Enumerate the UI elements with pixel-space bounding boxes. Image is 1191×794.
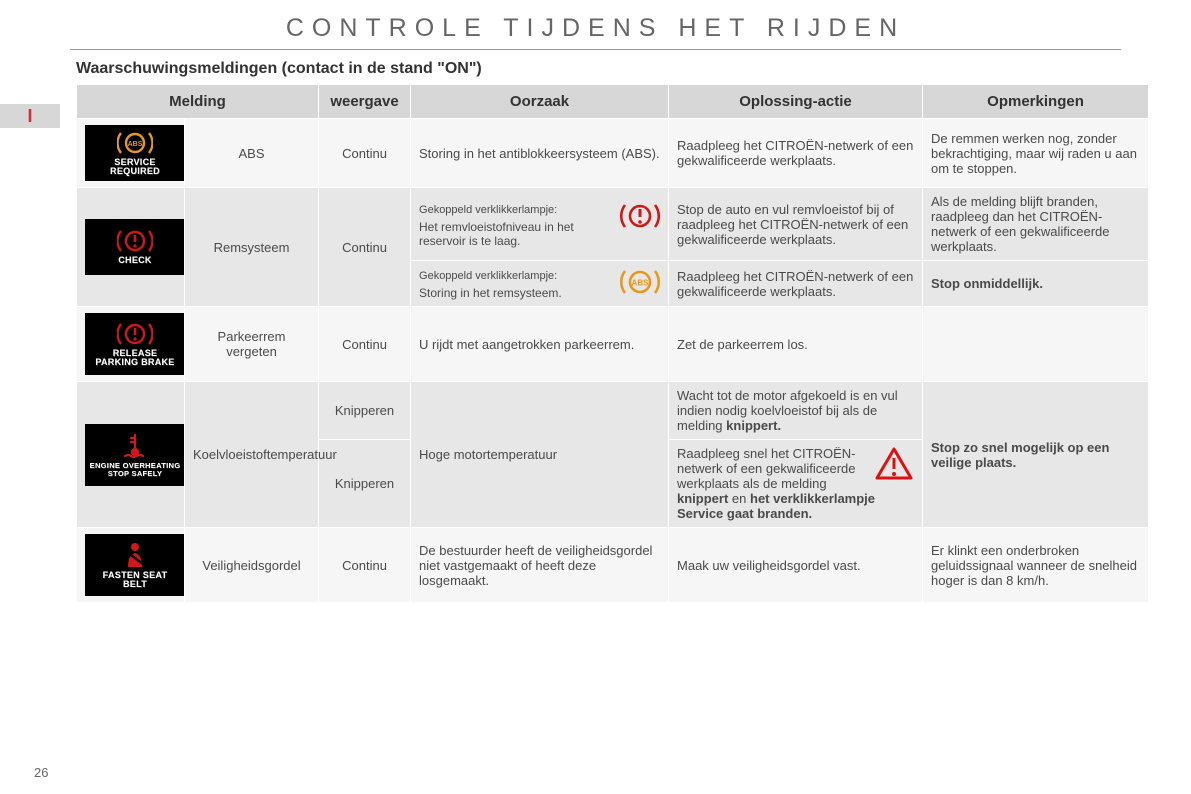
row-gordel: FASTEN SEATBELT Veiligheidsgordel Contin… xyxy=(77,528,1149,603)
divider xyxy=(70,49,1121,50)
rem-oorzaak1-label: Gekoppeld verklikkerlampje: xyxy=(419,204,557,216)
koel-opmerkingen: Stop zo snel mogelijk op een veilige pla… xyxy=(923,382,1149,528)
warning-table: Melding weergave Oorzaak Oplossing-actie… xyxy=(76,84,1149,603)
parkeer-oplossing: Zet de parkeerrem los. xyxy=(669,307,923,382)
parkeer-dash-icon: RELEASEPARKING BRAKE xyxy=(85,313,185,375)
rem-oorzaak-1: Gekoppeld verklikkerlampje: Het remvloei… xyxy=(411,188,669,261)
koel-icon-cell: ENGINE OVERHEATINGSTOP SAFELY xyxy=(77,382,185,528)
abs-oplossing: Raadpleeg het CITROËN-netwerk of een gek… xyxy=(669,119,923,188)
parkeer-icon-cell: RELEASEPARKING BRAKE xyxy=(77,307,185,382)
rem-weergave: Continu xyxy=(319,188,411,307)
abs-weergave: Continu xyxy=(319,119,411,188)
rem-icon-cell: CHECK xyxy=(77,188,185,307)
svg-text:ABS: ABS xyxy=(632,279,650,288)
koel-oplossing-1: Wacht tot de motor afgekoeld is en vul i… xyxy=(669,382,923,440)
koel-name: Koelvloeistoftemperatuur xyxy=(185,382,319,528)
abs-dash-icon: ABS SERVICEREQUIRED xyxy=(85,125,185,181)
warning-triangle-icon xyxy=(874,446,914,482)
svg-text:ABS: ABS xyxy=(128,141,143,148)
abs-oorzaak: Storing in het antiblokkeersysteem (ABS)… xyxy=(411,119,669,188)
row-koel-1: ENGINE OVERHEATINGSTOP SAFELY Koelvloeis… xyxy=(77,382,1149,440)
gordel-oplossing: Maak uw veiligheidsgordel vast. xyxy=(669,528,923,603)
page-title: CONTROLE TIJDENS HET RIJDEN xyxy=(0,0,1191,49)
koel-opl2-a: Raadpleeg snel het CITROËN-netwerk of ee… xyxy=(677,446,856,491)
rem-oplossing-1: Stop de auto en vul remvloeistof bij of … xyxy=(669,188,923,261)
koel-oorzaak: Hoge motortemperatuur xyxy=(411,382,669,528)
row-abs: ABS SERVICEREQUIRED ABS Continu Storing … xyxy=(77,119,1149,188)
rem-dash-icon: CHECK xyxy=(85,219,185,275)
abs-name: ABS xyxy=(185,119,319,188)
parkeer-name: Parkeerrem vergeten xyxy=(185,307,319,382)
brake-inline-icon xyxy=(620,201,660,231)
table-head-row: Melding weergave Oorzaak Oplossing-actie… xyxy=(77,85,1149,119)
gordel-icon-text: FASTEN SEATBELT xyxy=(103,571,168,590)
abs-icon-text: SERVICEREQUIRED xyxy=(110,158,160,177)
rem-oplossing-2: Raadpleeg het CITROËN-netwerk of een gek… xyxy=(669,261,923,307)
parkeer-opmerkingen xyxy=(923,307,1149,382)
koel-weergave-1: Knipperen xyxy=(319,382,411,440)
koel-icon-text: ENGINE OVERHEATINGSTOP SAFELY xyxy=(90,462,181,478)
row-rem-1: CHECK Remsysteem Continu xyxy=(77,188,1149,261)
parkeer-weergave: Continu xyxy=(319,307,411,382)
abs-icon-cell: ABS SERVICEREQUIRED xyxy=(77,119,185,188)
abs-icon: ABS xyxy=(117,130,153,156)
gordel-name: Veiligheidsgordel xyxy=(185,528,319,603)
koel-opl2-c: en xyxy=(728,491,750,506)
page-number: 26 xyxy=(34,765,48,780)
seatbelt-icon xyxy=(122,541,148,569)
koel-opl2-b: knippert xyxy=(677,491,728,506)
koel-opl1-a: Wacht tot de motor afgekoeld is en vul i… xyxy=(677,388,898,433)
parkeer-icon-text: RELEASEPARKING BRAKE xyxy=(95,349,174,368)
brake-warn-icon xyxy=(117,228,153,254)
rem-icon-text: CHECK xyxy=(118,256,152,265)
koel-dash-icon: ENGINE OVERHEATINGSTOP SAFELY xyxy=(85,424,185,486)
rem-oorzaak-2: ABS Gekoppeld verklikkerlampje: Storing … xyxy=(411,261,669,307)
th-oorzaak: Oorzaak xyxy=(411,85,669,119)
temperature-icon xyxy=(121,432,149,460)
koel-opl1-b: knippert. xyxy=(726,418,781,433)
section-tab: I xyxy=(0,104,60,128)
parkeer-oorzaak: U rijdt met aangetrokken parkeerrem. xyxy=(411,307,669,382)
abs-opmerkingen: De remmen werken nog, zonder bekrachtigi… xyxy=(923,119,1149,188)
rem-oorzaak2-label: Gekoppeld verklikkerlampje: xyxy=(419,270,557,282)
gordel-opmerkingen: Er klinkt een onderbroken geluidssignaal… xyxy=(923,528,1149,603)
abs-inline-icon: ABS xyxy=(620,267,660,297)
rem-opmerkingen-2: Stop onmiddellijk. xyxy=(923,261,1149,307)
th-weergave: weergave xyxy=(319,85,411,119)
section-subtitle: Waarschuwingsmeldingen (contact in de st… xyxy=(76,60,1191,78)
gordel-oorzaak: De bestuurder heeft de veiligheidsgordel… xyxy=(411,528,669,603)
gordel-icon-cell: FASTEN SEATBELT xyxy=(77,528,185,603)
th-melding: Melding xyxy=(77,85,319,119)
gordel-weergave: Continu xyxy=(319,528,411,603)
rem-opmerkingen-1: Als de melding blijft branden, raadpleeg… xyxy=(923,188,1149,261)
row-parkeer: RELEASEPARKING BRAKE Parkeerrem vergeten… xyxy=(77,307,1149,382)
parking-brake-icon xyxy=(117,321,153,347)
koel-oplossing-2: Raadpleeg snel het CITROËN-netwerk of ee… xyxy=(669,440,923,528)
th-oplossing: Oplossing-actie xyxy=(669,85,923,119)
rem-name: Remsysteem xyxy=(185,188,319,307)
th-opmerkingen: Opmerkingen xyxy=(923,85,1149,119)
gordel-dash-icon: FASTEN SEATBELT xyxy=(85,534,185,596)
